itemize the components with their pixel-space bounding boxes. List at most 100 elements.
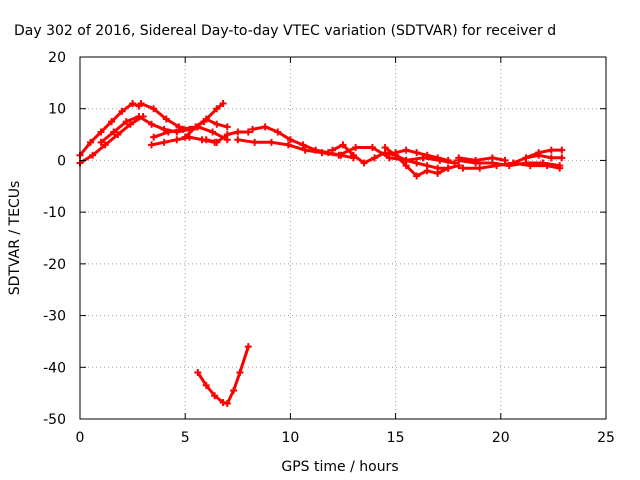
data-point	[87, 138, 95, 146]
series-track-13	[392, 146, 452, 164]
data-point	[234, 136, 242, 144]
y-tick-label: -20	[43, 257, 66, 273]
x-tick-label: 10	[281, 430, 299, 446]
data-point	[434, 169, 442, 177]
data-point	[122, 118, 130, 126]
data-point	[535, 151, 543, 159]
data-point	[97, 128, 105, 136]
data-point	[423, 151, 431, 159]
data-point	[150, 105, 158, 113]
y-tick-label: -30	[43, 309, 66, 325]
data-point	[284, 141, 292, 149]
data-point	[137, 100, 145, 108]
data-point	[488, 154, 496, 162]
x-tick-label: 5	[181, 430, 190, 446]
data-point	[234, 128, 242, 136]
y-tick-label: -10	[43, 205, 66, 221]
data-point	[444, 156, 452, 164]
data-point	[476, 164, 484, 172]
data-point	[402, 146, 410, 154]
data-point	[202, 115, 210, 123]
data-point	[192, 123, 200, 131]
data-point	[97, 138, 105, 146]
data-point	[202, 136, 210, 144]
data-point	[249, 125, 257, 133]
data-point	[150, 133, 158, 141]
data-point	[547, 154, 555, 162]
data-point	[543, 162, 551, 170]
data-point	[274, 128, 282, 136]
y-tick-label: -50	[43, 412, 66, 428]
data-point	[547, 146, 555, 154]
data-point	[160, 138, 168, 146]
data-point	[118, 107, 126, 115]
data-point	[472, 156, 480, 164]
data-point	[219, 100, 227, 108]
data-point	[164, 128, 172, 136]
series-track-4	[137, 100, 227, 133]
series-track-19	[194, 343, 252, 407]
chart-title: Day 302 of 2016, Sidereal Day-to-day VTE…	[14, 23, 556, 39]
data-point	[558, 146, 566, 154]
ticks: 0 5 10 15 20 25 -50 -40 -30 -20 -10 0 10 20	[43, 50, 615, 446]
data-point	[392, 149, 400, 157]
data-point	[318, 149, 326, 157]
data-point	[101, 141, 109, 149]
data-point	[244, 128, 252, 136]
data-point	[148, 120, 156, 128]
series-line	[524, 153, 564, 160]
series-track-8	[202, 128, 252, 146]
x-tick-label: 25	[597, 430, 615, 446]
data-point	[335, 151, 343, 159]
data-point	[209, 128, 217, 136]
data-point	[459, 164, 467, 172]
y-axis-label: SDTVAR / TECUs	[7, 181, 23, 296]
data-point	[179, 125, 187, 133]
data-point	[301, 146, 309, 154]
data-point	[350, 151, 358, 159]
data-point	[213, 138, 221, 146]
data-point	[556, 164, 564, 172]
x-tick-label: 15	[387, 430, 405, 446]
grid	[80, 57, 606, 419]
data-point	[219, 398, 227, 406]
data-point	[385, 154, 393, 162]
y-tick-label: 0	[57, 153, 66, 169]
data-point	[194, 368, 202, 376]
data-point	[213, 105, 221, 113]
data-point	[413, 172, 421, 180]
data-point	[148, 141, 156, 149]
data-point	[526, 162, 534, 170]
data-point	[368, 144, 376, 151]
data-point	[371, 154, 379, 162]
y-tick-label: -40	[43, 360, 66, 376]
data-point	[129, 100, 137, 108]
data-point	[558, 154, 566, 162]
series-line	[78, 102, 141, 157]
series-line	[150, 135, 217, 147]
data-point	[114, 131, 122, 139]
plot-frame	[79, 56, 607, 420]
series-track-16	[455, 154, 509, 164]
data-point	[423, 167, 431, 175]
data-point	[211, 392, 219, 400]
data-point	[413, 159, 421, 167]
data-point	[286, 136, 294, 144]
data-point	[202, 381, 210, 389]
data-point	[223, 131, 231, 139]
data-point	[434, 154, 442, 162]
data-point	[455, 154, 463, 162]
data-point	[402, 162, 410, 170]
x-axis-label: GPS time / hours	[281, 459, 398, 475]
data-point	[230, 387, 238, 395]
data-point	[135, 112, 143, 120]
data-point	[352, 144, 360, 151]
data-point	[267, 138, 275, 146]
y-tick-label: 10	[48, 102, 66, 118]
x-tick-label: 20	[492, 430, 510, 446]
data-point	[236, 368, 244, 376]
series-line	[457, 156, 507, 162]
data-point	[501, 156, 509, 164]
data-point	[299, 141, 307, 149]
